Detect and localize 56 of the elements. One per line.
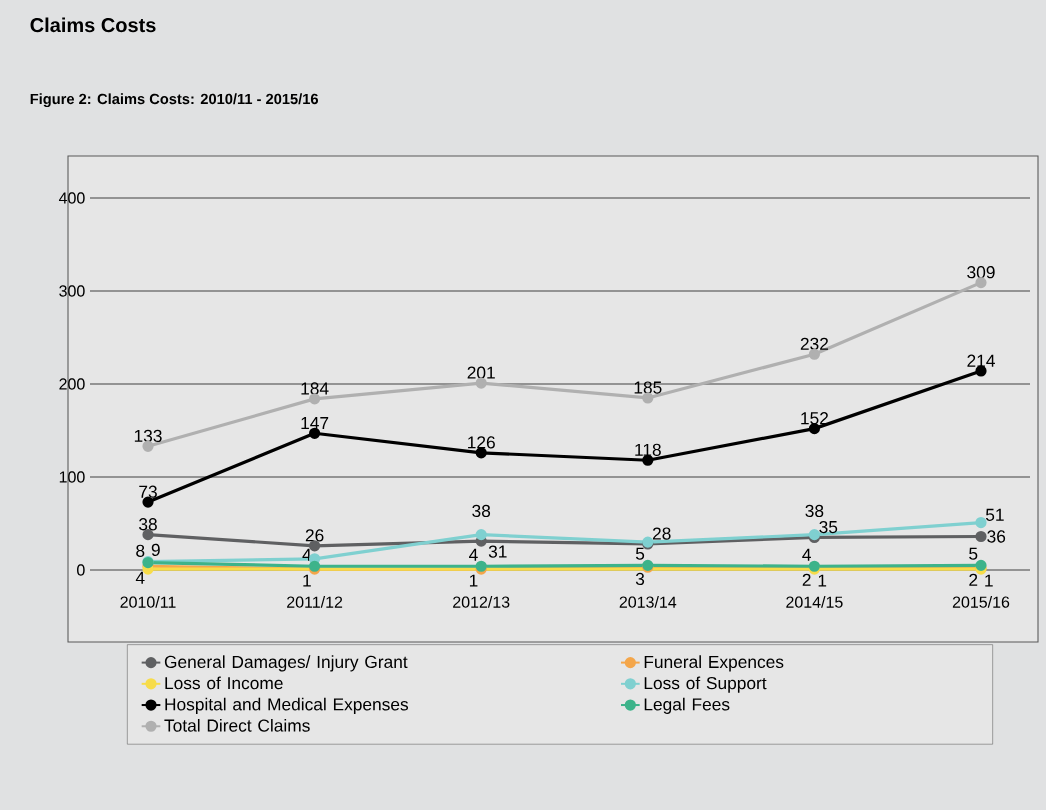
data-label: 38 bbox=[805, 504, 824, 518]
data-label: 1 bbox=[303, 574, 311, 587]
x-tick-label: 2014/15 bbox=[786, 596, 843, 608]
data-label: 118 bbox=[635, 443, 661, 456]
legend-label: Legal Fees bbox=[644, 697, 730, 714]
data-label: 214 bbox=[967, 354, 995, 367]
data-label: 184 bbox=[301, 382, 329, 395]
data-label: 133 bbox=[134, 429, 162, 443]
chart-subtitle: Figure 2: Claims Costs: 2010/11 - 2015/16 bbox=[30, 93, 319, 108]
data-label: 152 bbox=[801, 412, 828, 425]
data-label: 1 bbox=[818, 574, 827, 587]
legend-label: Loss of Income bbox=[165, 676, 283, 690]
data-label: 5 bbox=[635, 547, 645, 560]
data-label: 4 bbox=[135, 571, 145, 584]
y-tick-label: 100 bbox=[59, 471, 85, 483]
data-label: 38 bbox=[139, 518, 157, 531]
data-label: 5 bbox=[969, 547, 978, 560]
data-label: 31 bbox=[488, 545, 507, 558]
y-tick-label: 0 bbox=[77, 564, 85, 576]
data-label: 4 bbox=[469, 548, 478, 561]
x-tick-label: 2013/14 bbox=[619, 596, 677, 608]
y-tick-label: 400 bbox=[58, 192, 85, 204]
x-tick-label: 2015/16 bbox=[952, 596, 1010, 608]
legend-label: Total Direct Claims bbox=[164, 718, 310, 732]
x-tick-label: 2011/12 bbox=[287, 596, 343, 608]
data-label: 9 bbox=[151, 543, 160, 557]
data-label: 201 bbox=[467, 366, 495, 379]
y-tick-label: 300 bbox=[59, 285, 85, 297]
chart-title: Claims Costs bbox=[30, 17, 156, 33]
x-tick-label: 2010/11 bbox=[120, 596, 176, 608]
legend-label: General Damages/ Injury Grant bbox=[164, 655, 408, 672]
data-label: 4 bbox=[302, 548, 312, 561]
data-label: 309 bbox=[967, 266, 995, 279]
data-label: 2 bbox=[969, 573, 978, 586]
legend-label: Funeral Expences bbox=[644, 655, 784, 672]
data-label: 38 bbox=[472, 504, 491, 518]
data-label: 26 bbox=[305, 529, 324, 542]
data-label: 28 bbox=[652, 527, 671, 540]
data-label: 2 bbox=[802, 573, 811, 586]
data-label: 35 bbox=[819, 520, 838, 534]
data-label: 4 bbox=[802, 548, 811, 561]
data-label: 126 bbox=[468, 436, 495, 449]
y-tick-label: 200 bbox=[59, 378, 85, 390]
data-label: 232 bbox=[800, 337, 828, 350]
legend-label: Loss of Support bbox=[644, 676, 767, 693]
data-label: 1 bbox=[985, 574, 993, 587]
data-label: 147 bbox=[301, 417, 329, 430]
data-label: 1 bbox=[469, 574, 478, 587]
data-label: 73 bbox=[139, 485, 157, 498]
data-label: 51 bbox=[985, 508, 1004, 521]
data-label: 185 bbox=[634, 381, 662, 394]
x-tick-label: 2012/13 bbox=[453, 596, 510, 608]
data-label: 3 bbox=[635, 572, 645, 586]
data-label: 8 bbox=[136, 544, 145, 557]
data-label: 36 bbox=[987, 530, 1006, 543]
legend-label: Hospital and Medical Expenses bbox=[165, 697, 409, 714]
